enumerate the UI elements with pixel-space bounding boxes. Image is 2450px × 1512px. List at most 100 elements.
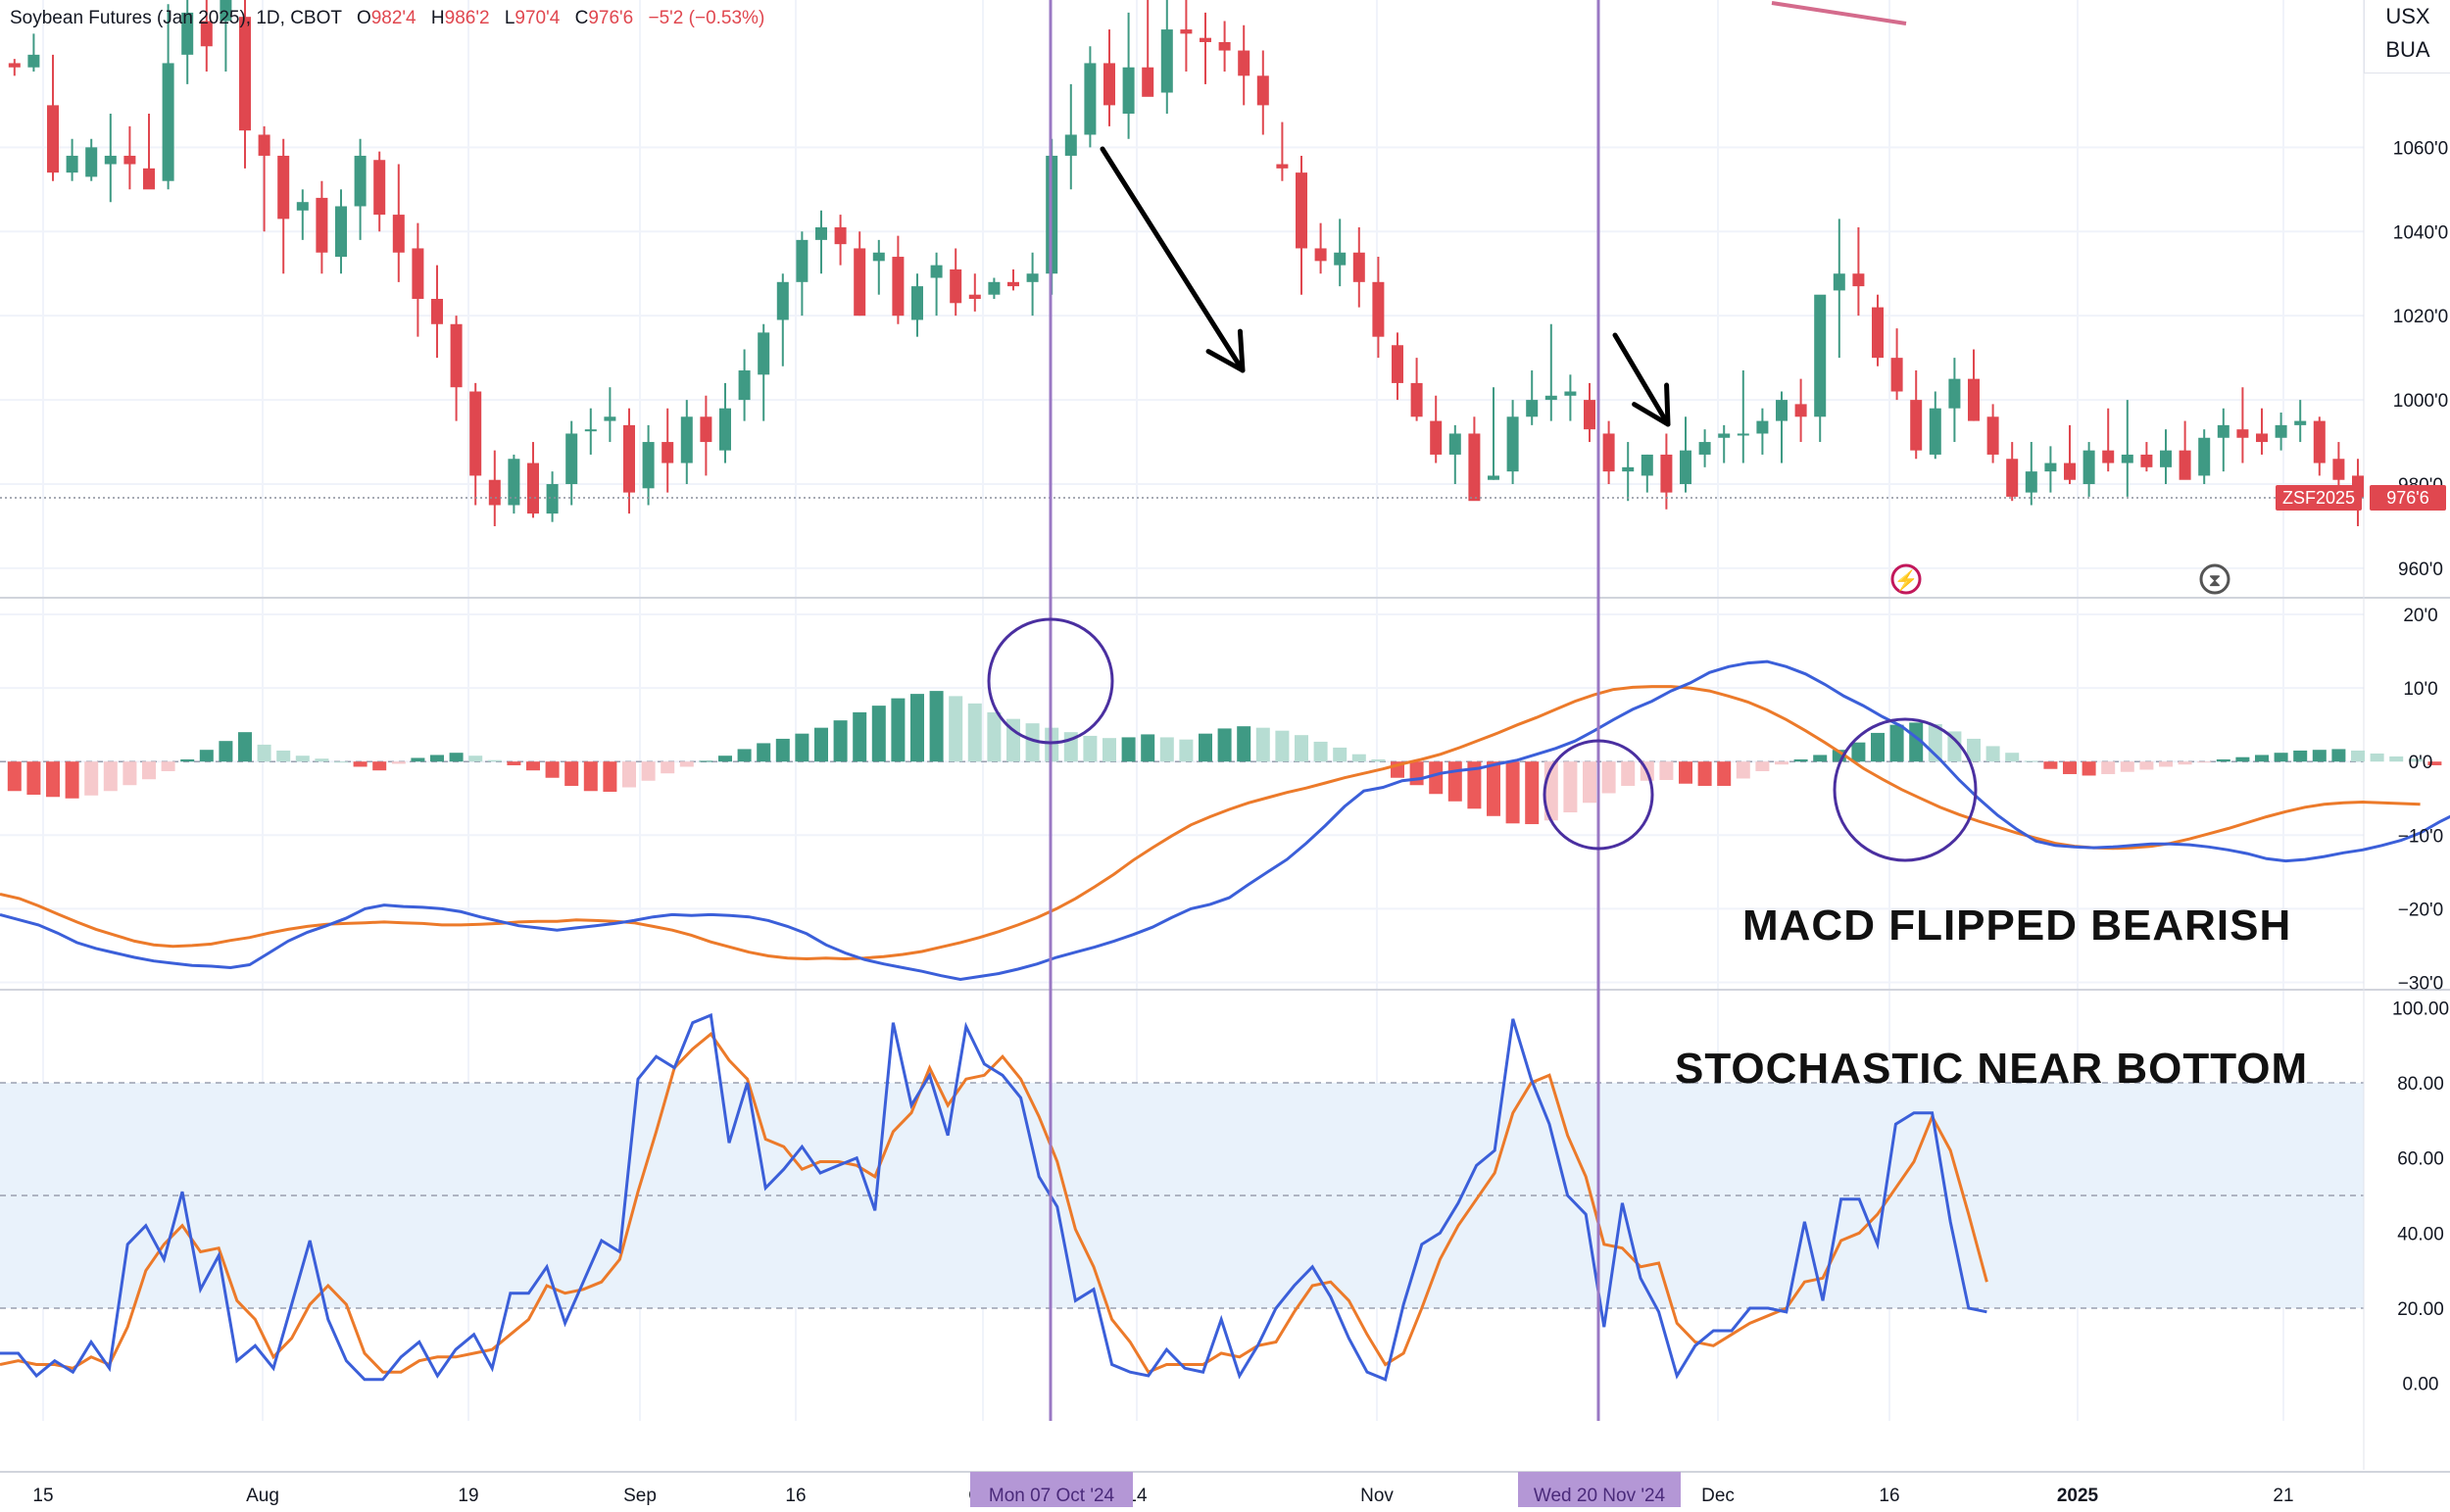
macd-hist-bar-8 xyxy=(161,761,175,771)
macd-hist-bar-65 xyxy=(1255,727,1270,762)
candle-80 xyxy=(1544,395,1557,401)
candle-93 xyxy=(1794,404,1807,417)
macd-hist-bar-58 xyxy=(1121,737,1136,762)
highlight-circle-0 xyxy=(987,617,1114,745)
candle-91 xyxy=(1756,420,1769,434)
macd-hist-bar-33 xyxy=(641,761,656,781)
candle-65 xyxy=(1256,75,1269,106)
candle-76 xyxy=(1468,433,1481,502)
macd-hist-bar-110 xyxy=(2120,761,2134,772)
open-label: O xyxy=(356,8,371,28)
macd-hist-bar-7 xyxy=(142,761,156,780)
macd-hist-bar-45 xyxy=(871,706,886,762)
macd-hist-bar-2 xyxy=(46,761,60,798)
candle-50 xyxy=(968,294,981,299)
hourglass-icon xyxy=(2199,563,2230,595)
candle-3 xyxy=(66,155,78,173)
candle-44 xyxy=(854,248,866,317)
arrow-1-head xyxy=(1205,328,1246,373)
candle-23 xyxy=(450,323,463,388)
y-axis-layer: 1060'01040'01020'01000'0980'0960'020'010… xyxy=(2276,138,2449,1395)
candle-109 xyxy=(2102,450,2115,463)
price-tick-2: 1020'0 xyxy=(2393,307,2448,327)
macd-hist-bar-122 xyxy=(2351,750,2365,762)
macd-hist-bar-107 xyxy=(2063,761,2077,774)
candle-105 xyxy=(2025,471,2037,493)
macd-hist-bar-19 xyxy=(372,761,387,771)
macd-hist-bar-41 xyxy=(795,733,809,762)
macd-hist-bar-86 xyxy=(1659,761,1674,780)
macd-hist-bar-13 xyxy=(257,744,271,762)
macd-hist-bar-101 xyxy=(1947,731,1962,762)
macd-tick-4: −20'0 xyxy=(2398,900,2443,920)
macd-hist-bar-79 xyxy=(1525,761,1540,825)
x-highlight-box-1 xyxy=(1518,1472,1681,1507)
macd-hist-bar-25 xyxy=(487,759,502,762)
macd-hist-bar-115 xyxy=(2216,758,2230,762)
candle-92 xyxy=(1776,400,1788,421)
candle-112 xyxy=(2160,450,2172,467)
macd-hist-bar-63 xyxy=(1217,728,1232,762)
candle-45 xyxy=(872,252,885,262)
candle-52 xyxy=(1007,281,1019,287)
macd-hist-bar-94 xyxy=(1813,755,1828,762)
macd-hist-bar-28 xyxy=(545,761,560,778)
candle-67 xyxy=(1296,172,1307,249)
macd-hist-bar-37 xyxy=(718,756,732,762)
symbol-title[interactable]: Soybean Futures (Jan 2025), 1D, CBOT xyxy=(10,8,342,28)
macd-hist-bar-44 xyxy=(853,711,867,762)
candles-layer xyxy=(0,0,2364,526)
candle-21 xyxy=(412,248,424,299)
candle-35 xyxy=(680,416,693,463)
macd-hist-bar-76 xyxy=(1467,761,1482,809)
candle-121 xyxy=(2332,459,2345,480)
high-label: H xyxy=(430,8,445,28)
price-tag-value-box xyxy=(2370,484,2446,511)
candle-94 xyxy=(1814,294,1827,417)
candle-43 xyxy=(834,226,847,245)
macd-annotation: MACD FLIPPED BEARISH xyxy=(1742,902,2292,950)
macd-hist-bar-97 xyxy=(1871,732,1885,762)
macd-hist-bar-83 xyxy=(1601,761,1616,794)
candle-20 xyxy=(392,215,405,253)
candle-103 xyxy=(1986,416,1999,455)
candle-97 xyxy=(1872,307,1884,359)
macd-hist-bar-22 xyxy=(430,755,444,762)
price-tag-symbol: ZSF2025 xyxy=(2282,488,2355,508)
x-label-11: 21 xyxy=(2273,1486,2293,1506)
macd-hist-bar-91 xyxy=(1755,761,1770,771)
x-label-1: Aug xyxy=(246,1486,279,1506)
price-tick-5: 960'0 xyxy=(2398,560,2443,580)
candle-5 xyxy=(104,155,117,165)
close-label: C xyxy=(574,8,589,28)
lightning-icon xyxy=(1890,563,1922,595)
macd-hist-bar-1 xyxy=(26,761,41,795)
macd-hist-bar-4 xyxy=(84,761,99,796)
candle-85 xyxy=(1641,454,1653,476)
stochastic-k-line xyxy=(0,1012,1987,1382)
candle-57 xyxy=(1103,63,1115,106)
macd-hist-bar-46 xyxy=(891,698,906,762)
x-label-3: Sep xyxy=(623,1486,657,1506)
low-label: L xyxy=(504,8,515,28)
macd-hist-bar-38 xyxy=(737,749,752,762)
candle-7 xyxy=(143,168,155,190)
macd-hist-bar-51 xyxy=(987,711,1002,762)
macd-hist-bar-82 xyxy=(1583,761,1596,804)
macd-hist-bar-5 xyxy=(103,761,118,792)
macd-hist-bar-42 xyxy=(814,727,828,762)
currency-unit-box[interactable]: USX BUA xyxy=(2364,0,2450,73)
macd-hist-bar-105 xyxy=(2024,760,2038,762)
x-label-8: Dec xyxy=(1701,1486,1735,1506)
candle-70 xyxy=(1352,252,1365,282)
candle-102 xyxy=(1968,378,1980,421)
macd-hist-bar-56 xyxy=(1083,735,1098,762)
stochastic-annotation: STOCHASTIC NEAR BOTTOM xyxy=(1675,1045,2309,1093)
candle-106 xyxy=(2044,463,2057,472)
macd-hist-bar-124 xyxy=(2389,756,2404,762)
macd-hist-bar-87 xyxy=(1679,761,1692,784)
candle-49 xyxy=(950,268,962,304)
candle-47 xyxy=(911,286,923,320)
macd-hist-bar-30 xyxy=(583,761,598,792)
